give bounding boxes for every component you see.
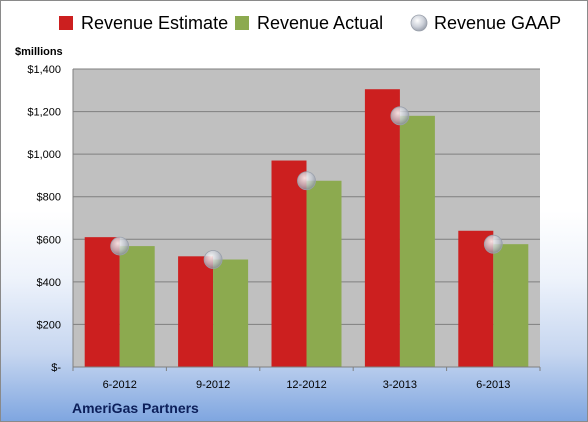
bar-revenue-estimate (364, 89, 400, 367)
gaap-marker (203, 250, 223, 269)
y-tick-label: $1,200 (27, 107, 61, 119)
legend-label: Revenue Actual (257, 13, 383, 33)
company-name: AmeriGas Partners (72, 400, 199, 416)
bar-revenue-actual (213, 259, 249, 367)
y-tick-label: $1,000 (27, 149, 61, 161)
x-tick-label: 3-2013 (383, 379, 417, 391)
axes: $- $200 $400 $600 $800 $1,000 $1,200 $1,400 6-20… (27, 64, 541, 391)
legend: Revenue Estimate Revenue Actual Revenue GA… (59, 13, 561, 33)
y-tick-label: $800 (37, 192, 61, 204)
legend-swatch-revenue-estimate (59, 16, 73, 30)
bar-revenue-estimate (84, 237, 120, 367)
x-tick-label: 9-2012 (196, 379, 230, 391)
y-axis-unit-label: $millions (15, 46, 63, 58)
bar-revenue-estimate (178, 256, 214, 367)
gaap-marker (483, 234, 503, 254)
x-tick-label: 6-2012 (103, 379, 137, 391)
bars (84, 89, 529, 367)
bar-revenue-actual (493, 244, 529, 367)
bar-revenue-actual (119, 246, 155, 367)
y-tick-label: $- (51, 362, 61, 374)
y-tick-label: $1,400 (27, 64, 61, 76)
legend-swatch-revenue-gaap (410, 14, 428, 32)
legend-swatch-revenue-actual (235, 16, 249, 30)
bar-revenue-estimate (458, 230, 494, 367)
y-tick-label: $200 (37, 319, 61, 331)
legend-label: Revenue GAAP (434, 13, 561, 33)
gaap-marker (390, 106, 410, 126)
bar-revenue-actual (306, 180, 342, 367)
x-tick-label: 12-2012 (286, 379, 326, 391)
bar-revenue-estimate (271, 160, 307, 367)
gaap-markers (110, 106, 503, 269)
x-tick-label: 6-2013 (476, 379, 510, 391)
y-tick-label: $600 (37, 234, 61, 246)
legend-label: Revenue Estimate (81, 13, 228, 33)
bar-revenue-actual (399, 115, 435, 367)
gaap-marker (110, 236, 130, 256)
y-tick-label: $400 (37, 277, 61, 289)
gaap-marker (297, 171, 316, 191)
